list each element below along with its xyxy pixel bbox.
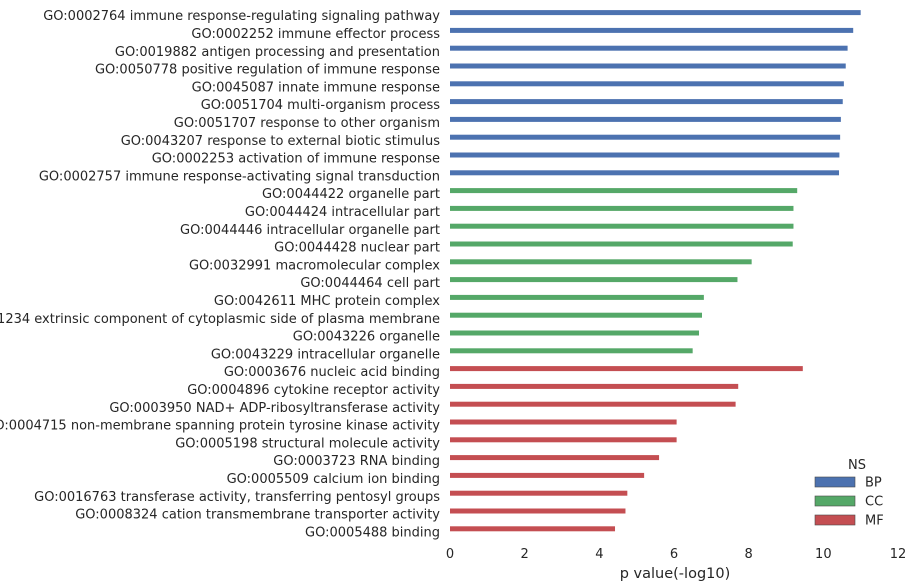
category-label: GO:0016763 transferase activity, transfe…	[34, 490, 440, 505]
legend-swatch-bp	[814, 476, 856, 488]
legend-swatch-mf	[814, 514, 856, 526]
bar-bp	[450, 10, 861, 16]
category-label: GO:0005509 calcium ion binding	[227, 472, 440, 487]
category-label: GO:0005198 structural molecule activity	[175, 436, 440, 451]
category-label: GO:0008324 cation transmembrane transpor…	[75, 508, 440, 523]
x-tick-label: 10	[815, 547, 832, 562]
bar-cc	[450, 330, 700, 336]
bar-cc	[450, 241, 793, 247]
category-label: GO:0051707 response to other organism	[174, 116, 440, 131]
category-label: GO:0044446 intracellular organelle part	[180, 223, 440, 238]
category-label: GO:0051704 multi-organism process	[201, 98, 441, 113]
category-label: GO:0043229 intracellular organelle	[211, 347, 440, 362]
legend-title: NS	[848, 458, 866, 473]
category-label: GO:0002253 activation of immune response	[152, 152, 440, 167]
category-label: GO:0002252 immune effector process	[191, 27, 440, 42]
bar-cc	[450, 259, 752, 265]
bar-cc	[450, 188, 798, 194]
bar-mf	[450, 419, 677, 425]
bar-bp	[450, 45, 848, 51]
bar-mf	[450, 366, 803, 372]
bar-mf	[450, 472, 645, 478]
legend-entry-cc: CC	[865, 495, 883, 510]
x-tick-label: 12	[890, 547, 907, 562]
bar-bp	[450, 63, 846, 69]
bar-bp	[450, 116, 841, 122]
bar-cc	[450, 205, 794, 211]
category-label: GO:0003676 nucleic acid binding	[224, 365, 440, 380]
bar-mf	[450, 455, 660, 461]
category-label: GO:0042611 MHC protein complex	[214, 294, 440, 309]
x-tick-label: 4	[595, 547, 603, 562]
bar-mf	[450, 383, 739, 389]
bar-mf	[450, 401, 736, 407]
bar-cc	[450, 223, 794, 229]
bar-mf	[450, 490, 628, 496]
category-label: GO:0004715 non-membrane spanning protein…	[0, 419, 440, 434]
legend-entry-bp: BP	[865, 476, 882, 491]
bar-bp	[450, 99, 843, 105]
category-labels: GO:0002764 immune response-regulating si…	[0, 9, 440, 540]
category-label: GO:0043207 response to external biotic s…	[121, 134, 441, 149]
category-label: GO:0004896 cytokine receptor activity	[187, 383, 440, 398]
legend: NS BP CC MF	[814, 458, 884, 529]
category-label: GO:0002764 immune response-regulating si…	[43, 9, 440, 24]
bar-bp	[450, 81, 844, 87]
bar-bp	[450, 170, 840, 176]
bar-mf	[450, 437, 677, 443]
bar-mf	[450, 526, 616, 532]
bar-cc	[450, 294, 704, 300]
category-label: GO:0044428 nuclear part	[274, 241, 440, 256]
bar-bp	[450, 134, 841, 140]
bar-bp	[450, 152, 840, 158]
legend-swatch-cc	[814, 495, 856, 507]
x-tick-label: 2	[521, 547, 529, 562]
legend-entry-mf: MF	[865, 514, 884, 529]
category-label: GO:0031234 extrinsic component of cytopl…	[0, 312, 440, 327]
x-tick-label: 6	[670, 547, 678, 562]
bar-cc	[450, 348, 693, 354]
category-label: GO:0043226 organelle	[293, 330, 440, 345]
category-label: GO:0019882 antigen processing and presen…	[115, 45, 440, 60]
bar-cc	[450, 277, 738, 283]
category-label: GO:0032991 macromolecular complex	[189, 258, 440, 273]
category-label: GO:0003723 RNA binding	[273, 454, 440, 469]
category-label: GO:0044424 intracellular part	[245, 205, 440, 220]
x-axis: 0 2 4 6 8 10 12	[446, 547, 906, 562]
bar-cc	[450, 312, 702, 318]
category-label: GO:0003950 NAD+ ADP-ribosyltransferase a…	[109, 401, 440, 416]
category-label: GO:0002757 immune response-activating si…	[39, 169, 440, 184]
x-axis-label: p value(-log10)	[620, 566, 731, 582]
bars	[450, 10, 861, 532]
category-label: GO:0045087 innate immune response	[192, 80, 440, 95]
x-tick-label: 0	[446, 547, 454, 562]
category-label: GO:0044464 cell part	[300, 276, 440, 291]
bar-mf	[450, 508, 626, 514]
bar-bp	[450, 27, 854, 33]
category-label: GO:0005488 binding	[305, 525, 440, 540]
x-tick-label: 8	[745, 547, 753, 562]
category-label: GO:0044422 organelle part	[262, 187, 440, 202]
category-label: GO:0050778 positive regulation of immune…	[95, 63, 440, 78]
